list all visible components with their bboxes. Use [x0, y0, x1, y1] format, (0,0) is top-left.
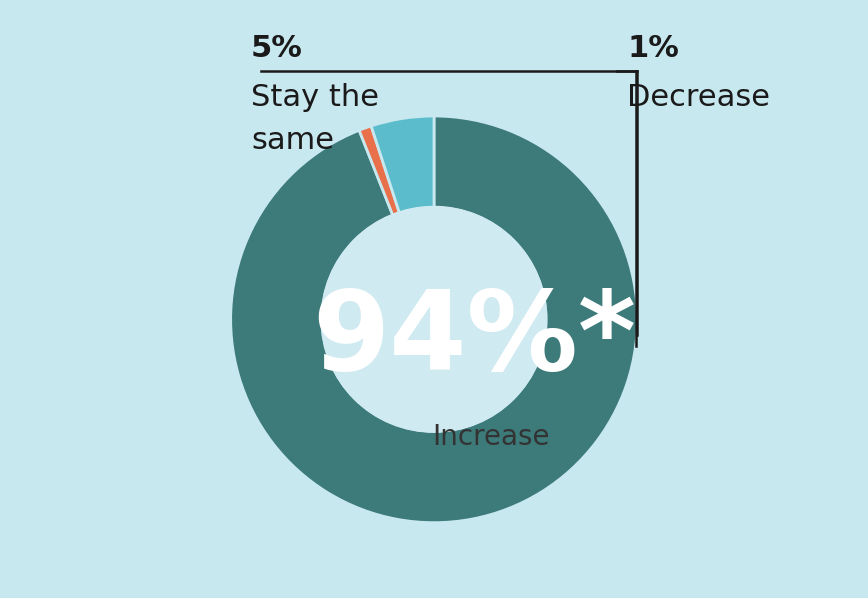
Text: Stay the
same: Stay the same	[251, 84, 379, 155]
Text: Decrease: Decrease	[628, 84, 770, 112]
Text: 1%: 1%	[628, 34, 679, 63]
Circle shape	[321, 206, 547, 432]
Wedge shape	[231, 116, 637, 523]
Wedge shape	[372, 116, 434, 213]
Wedge shape	[359, 126, 399, 215]
Text: 5%: 5%	[251, 34, 303, 63]
Text: Increase: Increase	[432, 423, 549, 451]
Text: 94%*: 94%*	[312, 286, 636, 393]
